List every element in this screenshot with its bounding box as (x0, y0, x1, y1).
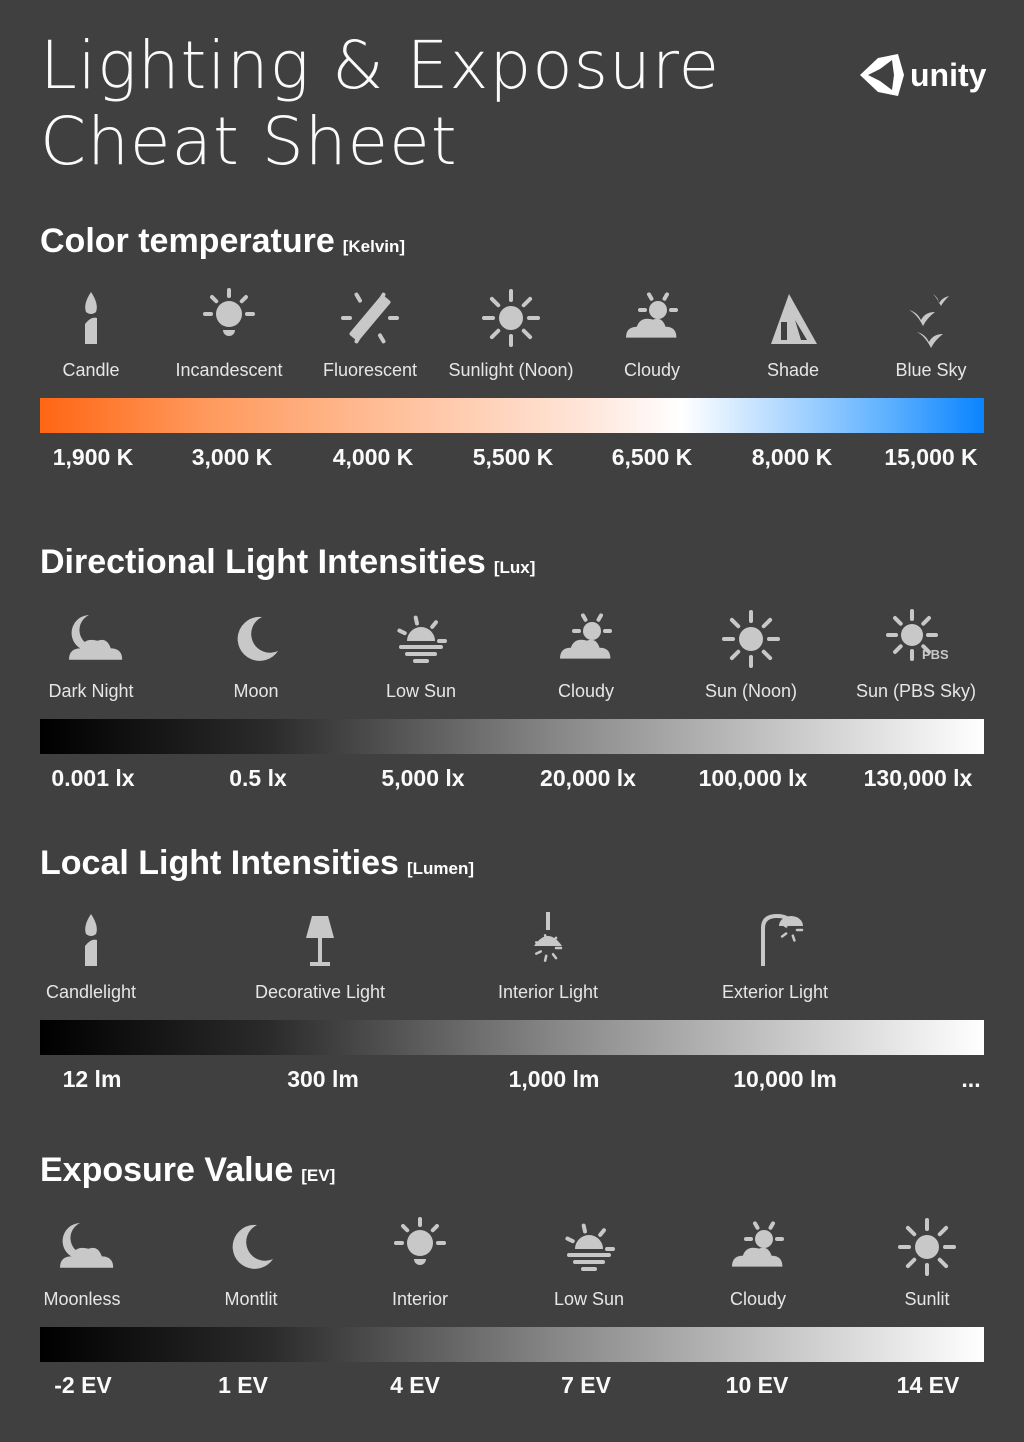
cloudy-icon (560, 613, 612, 659)
street-lamp-icon (761, 913, 804, 966)
scale-value: 12 lm (62, 1066, 122, 1092)
heading-text: Local Light Intensities (40, 844, 399, 882)
scale-value: 130,000 lx (863, 765, 973, 791)
gradient-bar (40, 1327, 984, 1362)
section-heading: Local Light Intensities [Lumen] (40, 844, 474, 883)
birds-icon (909, 294, 949, 348)
item-label: Moon (233, 681, 279, 701)
item-label: Exterior Light (721, 982, 829, 1002)
item-label: Cloudy (557, 681, 615, 701)
moon-icon (232, 1224, 273, 1269)
moon-cloud-icon (60, 1223, 114, 1268)
item-label: Sunlight (Noon) (448, 360, 574, 380)
pbs-badge: PBS (922, 647, 948, 662)
item-label: Decorative Light (254, 982, 386, 1002)
item-label: Candle (62, 360, 120, 380)
item-label: Interior Light (497, 982, 599, 1002)
gradient-bar (40, 398, 984, 433)
section-heading: Exposure Value [EV] (40, 1151, 335, 1190)
heading-text: Directional Light Intensities (40, 543, 486, 581)
section-heading: Directional Light Intensities [Lux] (40, 543, 535, 582)
heading-unit: [Kelvin] (342, 237, 406, 256)
item-label: Sun (PBS Sky) (855, 681, 977, 701)
heading-text: Color temperature (40, 222, 335, 260)
scale-value: 4 EV (390, 1372, 440, 1398)
item-label: Sunlit (904, 1289, 950, 1309)
scale-value: 1,000 lm (508, 1066, 600, 1092)
unity-logo: unity (858, 52, 986, 98)
moon-cloud-icon (69, 615, 123, 660)
scale-value: 8,000 K (751, 444, 833, 470)
scale-value: 6,500 K (611, 444, 693, 470)
scale-value: 0.5 lx (229, 765, 287, 791)
low-sun-icon (565, 1223, 615, 1271)
scale-value: 0.001 lx (51, 765, 135, 791)
item-label: Candlelight (45, 982, 137, 1002)
sun-icon (898, 1218, 956, 1276)
scale-value: 5,500 K (472, 444, 554, 470)
title-line-2: Cheat Sheet (40, 103, 458, 180)
scale-value: 3,000 K (191, 444, 273, 470)
item-label: Low Sun (553, 1289, 625, 1309)
item-label: Cloudy (729, 1289, 787, 1309)
logo-text: unity (910, 56, 987, 93)
sun-icon (482, 289, 540, 347)
heading-unit: [EV] (301, 1166, 336, 1185)
section-heading: Color temperature [Kelvin] (40, 222, 405, 261)
candle-icon (85, 914, 97, 966)
bulb-icon (394, 1217, 446, 1265)
heading-unit: [Lux] (493, 558, 536, 577)
item-label: Sun (Noon) (704, 681, 798, 701)
title-line-1: Lighting & Exposure (40, 27, 721, 104)
scale-value: 10,000 lm (733, 1066, 837, 1092)
sun-icon (722, 610, 780, 668)
item-label: Moonless (43, 1289, 121, 1309)
item-label: Interior (391, 1289, 449, 1309)
scale-value: 15,000 K (884, 444, 978, 470)
heading-unit: [Lumen] (406, 859, 474, 878)
scale-value: 300 lm (287, 1066, 359, 1092)
shade-icon (771, 294, 817, 344)
cloudy-icon (732, 1221, 784, 1267)
item-label: Montlit (224, 1289, 278, 1309)
scale-value: ... (961, 1066, 981, 1092)
ceiling-lamp-icon (534, 912, 563, 962)
scale-value: 4,000 K (332, 444, 414, 470)
fluorescent-icon (341, 292, 399, 344)
scale-value: 1,900 K (52, 444, 134, 470)
low-sun-icon (397, 615, 447, 663)
scale-value: -2 EV (54, 1372, 112, 1398)
item-label: Dark Night (48, 681, 134, 701)
scale-value: 1 EV (218, 1372, 268, 1398)
scale-value: 7 EV (561, 1372, 611, 1398)
lamp-icon (306, 916, 334, 966)
item-label: Low Sun (385, 681, 457, 701)
item-label: Shade (766, 360, 820, 380)
item-label: Cloudy (623, 360, 681, 380)
page-title: Lighting & Exposure Cheat Sheet (40, 28, 720, 180)
scale-value: 100,000 lx (698, 765, 808, 791)
scale-value: 10 EV (725, 1372, 789, 1398)
item-label: Fluorescent (322, 360, 418, 380)
unity-cube-icon (860, 54, 904, 96)
item-label: Blue Sky (895, 360, 967, 380)
sun-pbs-icon: PBS (886, 609, 948, 662)
scale-value: 14 EV (896, 1372, 960, 1398)
scale-value: 20,000 lx (540, 765, 636, 791)
bulb-icon (203, 288, 255, 336)
gradient-bar (40, 1020, 984, 1055)
candle-icon (85, 292, 97, 344)
moon-icon (237, 616, 278, 661)
gradient-bar (40, 719, 984, 754)
cloudy-icon (626, 292, 678, 338)
heading-text: Exposure Value (40, 1151, 294, 1189)
scale-value: 5,000 lx (381, 765, 465, 791)
item-label: Incandescent (175, 360, 283, 380)
